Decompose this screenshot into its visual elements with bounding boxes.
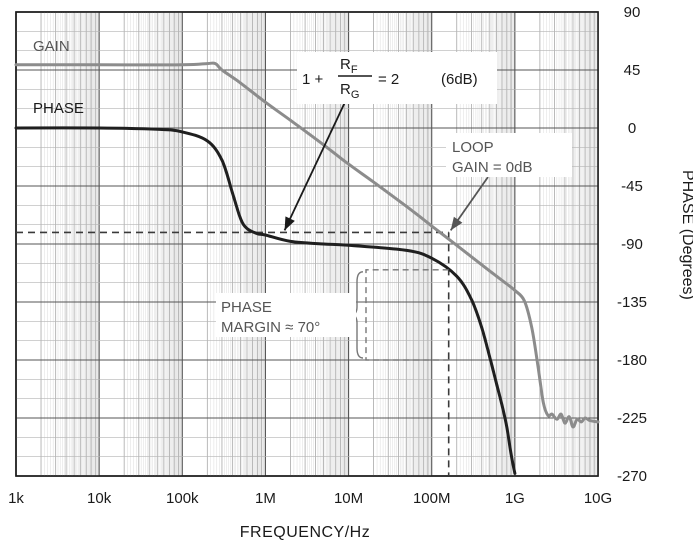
formula-denominator: RG — [340, 81, 359, 101]
x-tick-label: 1M — [255, 490, 276, 507]
series-lines — [14, 61, 600, 475]
phase-margin-line1: PHASE — [221, 299, 272, 316]
reference-lines — [16, 231, 450, 476]
formula-num-sub: F — [351, 64, 358, 76]
x-tick-labels: 1k 10k 100k 1M 10M 100M 1G 10G — [8, 490, 612, 507]
y-tick-label: -45 — [621, 178, 643, 195]
gain-series-label: GAIN — [33, 38, 70, 55]
x-tick-label: 1k — [8, 490, 24, 507]
gain-series-line — [14, 61, 600, 429]
x-tick-label: 10G — [584, 490, 612, 507]
plot-border — [15, 11, 599, 477]
formula-num: R — [340, 56, 351, 73]
phase-margin-dashed-box — [365, 269, 449, 361]
y-tick-label: 0 — [628, 120, 636, 137]
x-tick-label: 1G — [505, 490, 525, 507]
formula-background — [297, 52, 497, 104]
y-tick-label: -225 — [617, 410, 647, 427]
y-tick-label: 45 — [624, 62, 641, 79]
y-axis-label: PHASE (Degrees) — [679, 170, 693, 300]
y-tick-labels: 90 45 0 -45 -90 -135 -180 -225 -270 — [617, 4, 647, 485]
formula-rhs: = 2 — [378, 71, 399, 88]
formula-den: R — [340, 81, 351, 98]
loop-gain-line1: LOOP — [452, 139, 494, 156]
phase-series-line — [14, 126, 517, 475]
phase-margin-line2: MARGIN ≈ 70° — [221, 319, 320, 336]
formula-lhs: 1 + — [302, 71, 324, 88]
y-tick-label: -180 — [617, 352, 647, 369]
annotation-arrows — [283, 99, 489, 231]
gain-formula: 1 + RF RG = 2 (6dB) — [297, 52, 497, 104]
formula-arrow-head — [284, 216, 295, 231]
phase-margin-annotation: PHASE MARGIN ≈ 70° — [216, 293, 356, 337]
y-tick-label: -270 — [617, 468, 647, 485]
loop-gain-annotation: LOOP GAIN = 0dB — [446, 133, 572, 177]
x-tick-label: 10M — [334, 490, 363, 507]
formula-den-sub: G — [351, 89, 360, 101]
formula-arrow-shaft — [283, 99, 347, 231]
x-tick-label: 10k — [87, 490, 112, 507]
phase-margin-background — [216, 293, 356, 337]
x-tick-label: 100M — [413, 490, 451, 507]
x-axis-label: FREQUENCY/Hz — [240, 524, 370, 541]
x-tick-label: 100k — [166, 490, 199, 507]
y-tick-label: -90 — [621, 236, 643, 253]
loop-gain-arrow-head — [450, 216, 463, 231]
formula-numerator: RF — [340, 56, 358, 76]
loop-gain-background — [446, 133, 572, 177]
formula-db: (6dB) — [441, 71, 478, 88]
y-tick-label: 90 — [624, 4, 641, 21]
phase-series-label: PHASE — [33, 100, 84, 117]
y-tick-label: -135 — [617, 294, 647, 311]
loop-gain-line2: GAIN = 0dB — [452, 159, 532, 176]
